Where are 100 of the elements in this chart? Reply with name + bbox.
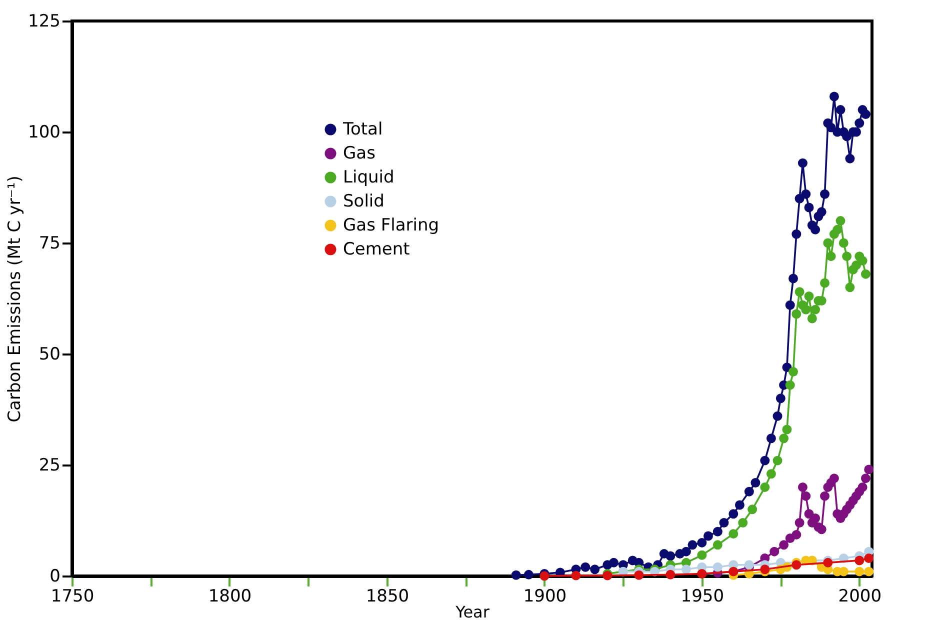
point — [794, 287, 804, 297]
point — [766, 434, 776, 444]
point — [816, 207, 826, 217]
point — [772, 411, 782, 421]
point — [820, 491, 830, 501]
point — [666, 570, 676, 580]
point — [608, 558, 618, 568]
point — [826, 252, 836, 262]
point — [845, 282, 855, 292]
point — [836, 105, 846, 115]
x-tick-label: 1900 — [523, 586, 567, 606]
point — [697, 550, 707, 560]
x-axis-title: Year — [454, 602, 490, 622]
point — [852, 260, 861, 270]
point — [864, 464, 874, 474]
point — [524, 570, 534, 580]
point — [688, 540, 698, 550]
x-tick-label: 1950 — [680, 586, 724, 606]
point — [728, 529, 738, 539]
point — [832, 224, 842, 234]
x-tick-label: 1850 — [366, 586, 410, 606]
y-tick-label: 100 — [28, 122, 60, 142]
point — [703, 531, 713, 541]
point — [864, 566, 874, 576]
point — [788, 367, 798, 376]
point — [810, 304, 820, 314]
point — [770, 546, 780, 556]
point — [792, 309, 802, 319]
point — [854, 556, 864, 566]
point — [766, 469, 776, 479]
point — [719, 518, 729, 528]
point — [772, 456, 782, 466]
point — [820, 189, 830, 199]
point — [838, 238, 848, 248]
point — [804, 292, 814, 302]
y-tick-label: 50 — [38, 344, 60, 364]
point — [782, 362, 792, 372]
point — [728, 509, 738, 519]
y-axis-title: Carbon Emissions (Mt C yr⁻¹) — [5, 176, 26, 422]
point — [779, 540, 789, 550]
point — [810, 514, 820, 524]
legend-label: Cement — [343, 240, 410, 260]
legend-label: Solid — [343, 192, 384, 212]
point — [785, 380, 795, 390]
point — [681, 546, 691, 556]
y-tick-label: 125 — [28, 12, 60, 32]
point — [816, 524, 826, 534]
point — [860, 110, 870, 119]
point — [782, 424, 792, 434]
point — [860, 474, 870, 484]
point — [854, 118, 864, 128]
point — [666, 551, 676, 561]
point — [744, 486, 754, 496]
point — [712, 526, 722, 536]
point — [511, 570, 521, 580]
point — [571, 570, 581, 580]
point — [823, 238, 833, 248]
point — [634, 570, 644, 580]
point — [785, 300, 795, 310]
point — [760, 456, 770, 466]
point — [858, 256, 868, 266]
point — [792, 229, 802, 239]
point — [845, 154, 855, 164]
point — [829, 474, 839, 484]
point — [748, 504, 758, 514]
y-tick-label: 75 — [38, 234, 60, 254]
legend-label: Liquid — [343, 168, 394, 188]
point — [681, 564, 691, 574]
point — [801, 304, 811, 314]
legend-label: Gas — [343, 144, 376, 164]
point — [788, 274, 798, 284]
point — [794, 518, 804, 528]
point — [580, 562, 590, 572]
point — [712, 562, 722, 572]
legend-label: Gas Flaring — [343, 216, 440, 236]
point — [820, 278, 830, 288]
point — [792, 530, 802, 540]
point — [738, 518, 748, 528]
point — [860, 269, 870, 279]
point — [858, 482, 868, 492]
x-tick-label: 2000 — [838, 586, 882, 606]
point — [807, 314, 817, 324]
point — [804, 202, 814, 212]
point — [760, 482, 770, 492]
point — [854, 566, 864, 576]
point — [810, 224, 820, 234]
x-tick-label: 1800 — [208, 586, 252, 606]
point — [792, 560, 802, 570]
point — [801, 189, 811, 199]
y-tick-label: 25 — [38, 456, 60, 476]
y-tick-label: 0 — [50, 566, 60, 586]
point — [750, 478, 760, 488]
point — [697, 538, 707, 548]
point — [590, 564, 600, 574]
point — [712, 540, 722, 550]
point — [864, 554, 874, 563]
legend-label: Total — [342, 120, 383, 140]
point — [801, 491, 811, 501]
point — [829, 92, 839, 102]
point — [798, 482, 808, 492]
